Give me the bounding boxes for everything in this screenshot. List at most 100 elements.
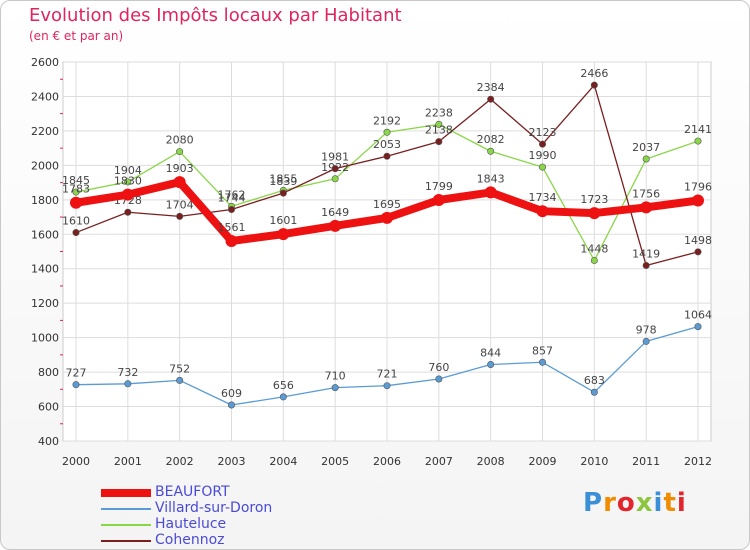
x-tick-label: 2001 xyxy=(114,455,142,468)
data-point xyxy=(331,384,339,392)
legend-swatch xyxy=(101,489,151,497)
data-point xyxy=(694,248,702,256)
data-point xyxy=(435,120,443,128)
data-label: 2037 xyxy=(632,141,660,154)
data-point xyxy=(590,81,598,89)
data-point xyxy=(176,212,184,220)
legend-label: BEAUFORT xyxy=(155,484,230,500)
x-tick-label: 2004 xyxy=(269,455,297,468)
data-point xyxy=(642,261,650,269)
data-point xyxy=(383,128,391,136)
data-point xyxy=(331,165,339,173)
logo-letter: i xyxy=(676,488,687,518)
data-label: 1981 xyxy=(321,151,349,164)
y-tick-label: 400 xyxy=(38,435,59,448)
data-label: 1561 xyxy=(218,221,246,234)
legend-swatch xyxy=(101,524,151,526)
data-point xyxy=(383,382,391,390)
data-point xyxy=(279,393,287,401)
data-point xyxy=(329,219,342,232)
data-label: 844 xyxy=(480,347,501,360)
y-tick-label: 1600 xyxy=(31,228,59,241)
y-tick-label: 1400 xyxy=(31,263,59,276)
data-label: 2053 xyxy=(373,138,401,151)
y-tick-label: 1200 xyxy=(31,297,59,310)
data-point xyxy=(277,228,290,241)
data-point xyxy=(72,381,80,389)
y-tick-label: 1000 xyxy=(31,332,59,345)
data-label: 1744 xyxy=(218,191,246,204)
data-point xyxy=(484,186,497,199)
y-tick-label: 600 xyxy=(38,401,59,414)
legend-label: Villard-sur-Doron xyxy=(155,500,273,516)
data-label: 2141 xyxy=(684,123,712,136)
data-label: 732 xyxy=(117,366,138,379)
x-tick-label: 2009 xyxy=(529,455,557,468)
data-point xyxy=(538,358,546,366)
x-tick-label: 2006 xyxy=(373,455,401,468)
data-label: 1990 xyxy=(529,149,557,162)
data-point xyxy=(538,140,546,148)
data-label: 710 xyxy=(325,370,346,383)
data-label: 683 xyxy=(584,374,605,387)
data-point xyxy=(383,152,391,160)
data-label: 2082 xyxy=(477,133,505,146)
data-label: 1610 xyxy=(62,215,90,228)
data-label: 1704 xyxy=(166,198,194,211)
data-label: 857 xyxy=(532,344,553,357)
data-point xyxy=(124,208,132,216)
y-tick-label: 1800 xyxy=(31,194,59,207)
data-label: 1601 xyxy=(269,214,297,227)
data-point xyxy=(72,188,80,196)
data-label: 1419 xyxy=(632,247,660,260)
data-point xyxy=(176,148,184,156)
logo-letter: i xyxy=(653,488,664,518)
data-label: 2123 xyxy=(529,126,557,139)
data-point xyxy=(694,323,702,331)
logo-letter: x xyxy=(635,488,654,518)
chart-title: Evolution des Impôts locaux par Habitant xyxy=(29,5,402,26)
data-label: 1799 xyxy=(425,180,453,193)
data-point xyxy=(173,176,186,189)
data-label: 656 xyxy=(273,379,294,392)
data-label: 2138 xyxy=(425,124,453,137)
data-point xyxy=(176,376,184,384)
data-label: 727 xyxy=(66,367,87,380)
y-tick-label: 2200 xyxy=(31,125,59,138)
data-point xyxy=(381,211,393,224)
data-point xyxy=(590,256,598,264)
data-point xyxy=(588,207,601,220)
x-tick-label: 2008 xyxy=(477,455,505,468)
logo-letter: P xyxy=(583,488,604,518)
data-label: 1723 xyxy=(580,193,608,206)
data-label: 1904 xyxy=(114,164,142,177)
x-tick-label: 2003 xyxy=(218,455,246,468)
chart-subtitle: (en € et par an) xyxy=(29,29,124,43)
data-label: 1756 xyxy=(632,187,660,200)
data-label: 978 xyxy=(636,323,657,336)
data-point xyxy=(228,401,236,409)
data-point xyxy=(694,137,702,145)
data-label: 2466 xyxy=(580,67,608,80)
data-point xyxy=(72,229,80,237)
data-point xyxy=(642,155,650,163)
data-point xyxy=(538,163,546,171)
data-label: 1855 xyxy=(269,172,297,185)
data-label: 1830 xyxy=(114,175,142,188)
x-tick-label: 2010 xyxy=(580,455,608,468)
data-label: 1843 xyxy=(477,172,505,185)
data-label: 1448 xyxy=(580,242,608,255)
legend-label: Cohennoz xyxy=(155,532,225,548)
x-tick-label: 2005 xyxy=(321,455,349,468)
legend-label: Hauteluce xyxy=(155,516,227,532)
data-label: 1796 xyxy=(684,181,712,194)
data-point xyxy=(435,138,443,146)
y-tick-label: 800 xyxy=(38,366,59,379)
data-point xyxy=(435,375,443,383)
data-point xyxy=(692,194,704,207)
data-point xyxy=(642,337,650,345)
data-label: 1783 xyxy=(62,183,90,196)
data-point xyxy=(70,196,82,209)
data-label: 752 xyxy=(169,362,190,375)
